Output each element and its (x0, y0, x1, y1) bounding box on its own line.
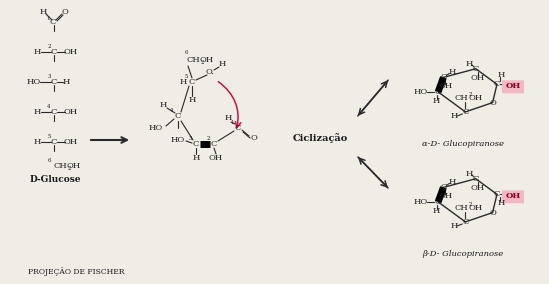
Text: H: H (33, 138, 41, 146)
Text: 2: 2 (469, 202, 472, 207)
Text: H: H (63, 78, 70, 86)
Text: C: C (462, 218, 469, 226)
Text: 1: 1 (46, 16, 50, 22)
Text: H: H (225, 114, 232, 122)
Text: HO: HO (414, 88, 428, 96)
Text: H: H (497, 71, 505, 79)
FancyBboxPatch shape (502, 190, 524, 203)
Text: C: C (435, 88, 441, 96)
Text: OH: OH (64, 138, 78, 146)
Text: HO: HO (414, 198, 428, 206)
Text: C: C (440, 73, 447, 82)
Text: 1: 1 (230, 120, 234, 126)
Text: CH: CH (455, 94, 468, 102)
Text: C: C (193, 140, 199, 148)
Text: C: C (235, 124, 241, 132)
Text: H: H (180, 78, 187, 86)
Text: C: C (440, 183, 447, 191)
Text: 5: 5 (184, 74, 188, 80)
Text: O: O (489, 99, 496, 106)
Text: H: H (159, 101, 167, 109)
Text: OH: OH (209, 154, 223, 162)
Text: 5: 5 (47, 135, 51, 139)
Text: 3: 3 (188, 137, 192, 141)
Text: CH: CH (186, 56, 200, 64)
Text: H: H (451, 222, 458, 230)
Text: α-D- Glucopiranose: α-D- Glucopiranose (422, 140, 504, 148)
FancyBboxPatch shape (502, 80, 524, 93)
Text: OH: OH (64, 48, 78, 56)
Text: H: H (433, 207, 440, 215)
Text: H: H (188, 96, 195, 104)
Text: H: H (433, 97, 440, 105)
Text: C: C (175, 112, 181, 120)
Text: 2: 2 (47, 45, 51, 49)
Text: CH: CH (455, 204, 468, 212)
Text: C: C (50, 18, 56, 26)
Text: O: O (61, 8, 69, 16)
Text: OH: OH (470, 184, 485, 192)
Text: OH: OH (505, 82, 520, 90)
Text: H: H (33, 108, 41, 116)
Text: 2: 2 (469, 92, 472, 97)
Text: C: C (51, 108, 57, 116)
Text: 6: 6 (47, 158, 51, 162)
Text: 4: 4 (170, 108, 173, 114)
Text: PROJEÇÃO DE FISCHER: PROJEÇÃO DE FISCHER (28, 268, 125, 276)
Text: H: H (40, 8, 47, 16)
Text: H: H (219, 60, 226, 68)
Text: 2: 2 (200, 60, 204, 64)
Text: 2: 2 (206, 137, 210, 141)
Text: D-Glucose: D-Glucose (29, 176, 81, 185)
Text: H: H (465, 60, 473, 68)
Text: H: H (33, 48, 41, 56)
Text: H: H (497, 199, 505, 207)
Text: C: C (51, 48, 57, 56)
Text: β-D- Glucopiranose: β-D- Glucopiranose (422, 250, 503, 258)
Text: OH: OH (505, 192, 520, 200)
Text: C: C (473, 65, 479, 73)
Text: C: C (473, 175, 479, 183)
Text: OH: OH (64, 108, 78, 116)
Text: C: C (435, 198, 441, 206)
Text: Ciclização: Ciclização (293, 133, 348, 143)
Text: O: O (250, 134, 257, 142)
Text: H: H (451, 112, 458, 120)
Text: C: C (51, 78, 57, 86)
Text: 4: 4 (47, 105, 51, 110)
Text: 2: 2 (67, 166, 71, 170)
Text: CH: CH (53, 162, 67, 170)
Text: O: O (489, 209, 496, 217)
Text: C: C (494, 190, 500, 198)
Text: OH: OH (468, 204, 483, 212)
Text: OH: OH (438, 82, 452, 90)
Text: OH: OH (200, 56, 214, 64)
Text: HO: HO (149, 124, 163, 132)
Text: H: H (465, 170, 473, 178)
Text: OH: OH (438, 192, 452, 201)
Text: OH: OH (470, 74, 485, 82)
Text: OH: OH (67, 162, 81, 170)
Text: C: C (462, 108, 469, 116)
Text: 3: 3 (47, 74, 51, 80)
Text: H: H (449, 68, 456, 76)
Text: C: C (211, 140, 217, 148)
Text: C: C (189, 78, 195, 86)
Text: HO: HO (171, 136, 185, 144)
Text: 6: 6 (184, 49, 188, 55)
Text: H: H (192, 154, 200, 162)
Text: H: H (449, 178, 456, 186)
Text: C: C (494, 80, 500, 88)
Text: OH: OH (468, 94, 483, 102)
Text: C: C (51, 138, 57, 146)
Text: O.: O. (205, 68, 215, 76)
Text: HO: HO (27, 78, 41, 86)
